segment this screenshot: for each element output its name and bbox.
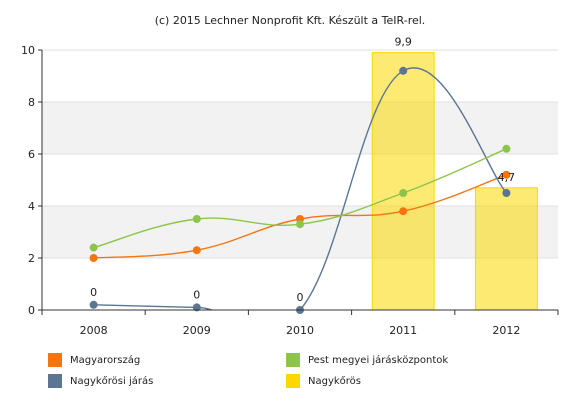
x-tick-label: 2012 [492,324,520,337]
y-tick-label: 0 [28,304,35,317]
x-tick-label: 2011 [389,324,417,337]
data-point [296,220,304,229]
x-tick-label: 2008 [80,324,108,337]
y-tick-label: 10 [21,44,35,57]
data-point [399,207,408,216]
plot-background [42,49,558,311]
point-data-label: 0 [90,286,97,299]
data-labels: 9,9 4,7 0 0 0 [90,36,515,304]
data-point [89,243,98,252]
axes: 0 2 4 6 8 10 2008 2009 2010 2011 2012 [21,44,559,337]
data-point [192,303,201,312]
point-data-label: 0 [193,288,200,301]
data-point [399,66,408,75]
plot-band [42,206,558,258]
bar-data-label: 4,7 [498,171,516,184]
data-point [89,300,98,309]
data-point [192,246,201,255]
y-tick-label: 4 [28,200,35,213]
point-data-label: 0 [297,291,304,304]
bar-data-label: 9,9 [394,36,412,49]
bar [371,52,435,311]
bars [371,52,538,311]
bar [474,187,538,311]
chart-title: (c) 2015 Lechner Nonprofit Kft. Készült … [155,14,426,27]
y-tick-label: 8 [28,96,35,109]
data-point [399,189,408,197]
series-points [89,66,511,314]
data-point [89,254,98,262]
series-line [93,67,507,310]
x-tick-label: 2010 [286,324,314,337]
plot-band [42,102,558,154]
data-point [502,170,511,179]
data-point [192,215,201,223]
data-point [502,189,511,197]
data-point [502,144,511,153]
y-tick-label: 6 [28,148,35,161]
x-tick-label: 2009 [183,324,211,337]
y-tick-label: 2 [28,252,35,265]
